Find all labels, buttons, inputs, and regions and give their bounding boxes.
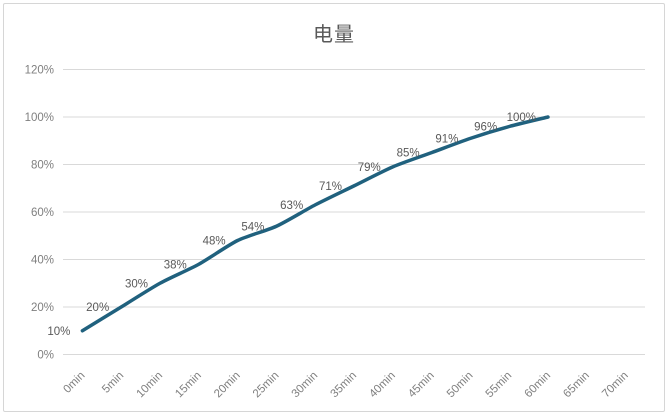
data-label: 96%: [474, 122, 497, 134]
data-label: 63%: [280, 200, 303, 212]
data-label: 71%: [319, 181, 342, 193]
x-axis-tick-label: 60min: [522, 370, 553, 401]
x-axis-tick-label: 35min: [328, 370, 359, 401]
x-axis-tick-label: 20min: [212, 370, 243, 401]
x-axis-tick-label: 55min: [484, 370, 515, 401]
y-axis-tick-label: 0%: [37, 350, 54, 362]
x-axis-tick-label: 25min: [251, 370, 282, 401]
x-axis-tick-label: 50min: [445, 370, 476, 401]
data-label: 48%: [203, 236, 226, 248]
y-axis-tick-label: 20%: [31, 302, 54, 314]
y-axis-tick-label: 60%: [31, 207, 54, 219]
x-axis-tick-label: 10min: [134, 370, 165, 401]
x-axis-tick-label: 40min: [367, 370, 398, 401]
y-axis-tick-label: 40%: [31, 255, 54, 267]
x-axis-tick-label: 65min: [561, 370, 592, 401]
data-label: 10%: [47, 326, 70, 338]
x-axis-tick-label: 45min: [406, 370, 437, 401]
data-label: 20%: [86, 302, 109, 314]
chart-frame: 电量 0% 20% 40% 60% 80% 100% 120% 0min 5min 10min 15…: [3, 3, 665, 412]
data-label: 91%: [435, 133, 458, 145]
x-axis-tick-label: 70min: [600, 370, 631, 401]
data-label: 30%: [125, 278, 148, 290]
data-label: 38%: [164, 259, 187, 271]
data-label: 54%: [241, 221, 264, 233]
y-axis-tick-label: 80%: [31, 160, 54, 172]
x-axis-tick-label: 30min: [290, 370, 321, 401]
data-label: 100%: [507, 112, 536, 124]
y-axis-tick-label: 120%: [25, 65, 54, 77]
line-chart-plot: 0% 20% 40% 60% 80% 100% 120% 0min 5min 10min 15min…: [25, 65, 645, 401]
x-axis-tick-label: 5min: [100, 370, 126, 396]
x-axis-tick-label: 15min: [173, 370, 204, 401]
x-axis-tick-label: 0min: [61, 370, 87, 396]
data-label: 79%: [358, 162, 381, 174]
battery-series-line: [80, 115, 550, 333]
data-label: 85%: [397, 148, 420, 160]
chart-title: 电量: [313, 24, 355, 46]
y-axis-tick-label: 100%: [25, 112, 54, 124]
